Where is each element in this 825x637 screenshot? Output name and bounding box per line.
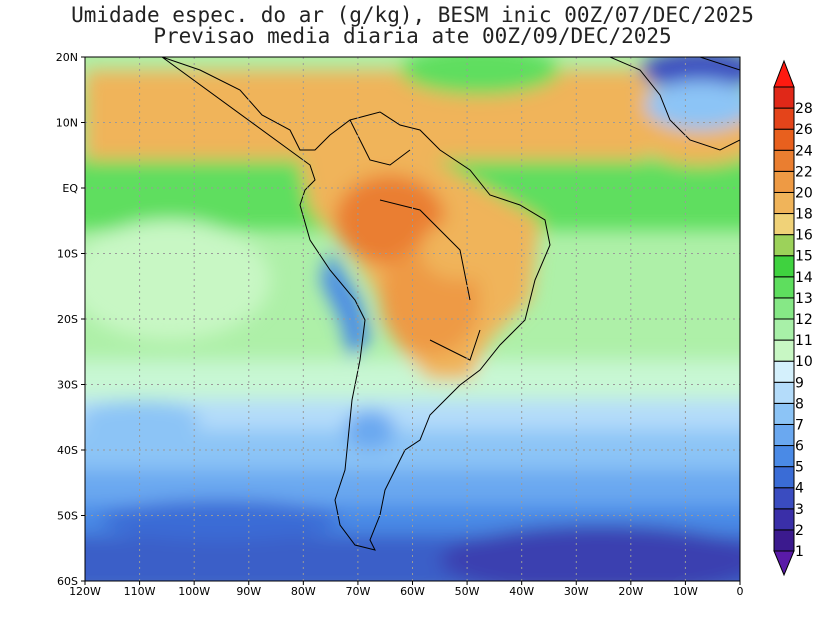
lon-label: 60W: [400, 585, 425, 598]
lon-label: 120W: [69, 585, 101, 598]
colorbar-label: 22: [795, 164, 813, 180]
colorbar-label: 5: [795, 460, 804, 476]
colorbar-swatch: [773, 170, 795, 193]
colorbar-label: 16: [795, 228, 813, 244]
colorbar-swatch: [773, 360, 795, 383]
colorbar-label: 11: [795, 333, 813, 349]
humidity-field: [85, 57, 740, 581]
lon-label: 110W: [124, 585, 156, 598]
lon-label: 90W: [236, 585, 261, 598]
colorbar-label: 6: [795, 439, 804, 455]
colorbar-swatch: [773, 107, 795, 130]
colorbar-label: 14: [795, 270, 813, 286]
colorbar-swatch: [773, 149, 795, 172]
longitude-axis: 120W 110W 100W 90W 80W 70W 60W 50W 40W 30W 20W 10W 0: [69, 581, 744, 598]
lat-label: 10S: [57, 248, 78, 261]
colorbar-swatch: [773, 234, 795, 257]
colorbar-label: 1: [795, 544, 804, 560]
colorbar-label: 3: [795, 502, 804, 518]
colorbar-swatch: [773, 86, 795, 109]
lon-label: 40W: [509, 585, 534, 598]
lat-label: EQ: [62, 182, 78, 195]
colorbar-swatch: [773, 487, 795, 510]
map-title-line2: Previsao media diaria ate 00Z/09/DEC/202…: [153, 24, 672, 48]
colorbar-swatch: [773, 213, 795, 236]
lon-label: 50W: [455, 585, 480, 598]
colorbar-swatch: [773, 423, 795, 447]
colorbar-over-arrow: [773, 59, 795, 88]
colorbar-label: 12: [795, 312, 813, 328]
lat-label: 40S: [57, 444, 78, 457]
lon-label: 70W: [345, 585, 370, 598]
colorbar-swatch: [773, 339, 795, 362]
colorbar-label: 20: [795, 185, 813, 201]
lat-label: 30S: [57, 379, 78, 392]
lat-label: 10N: [56, 117, 78, 130]
latitude-axis: 20N 10N EQ 10S 20S 30S 40S 50S 60S: [56, 51, 85, 588]
graticule: [85, 57, 740, 581]
colorbar-label: 2: [795, 523, 804, 539]
colorbar-swatch: [773, 128, 795, 151]
colorbar-label: 24: [795, 143, 813, 159]
colorbar-label: 15: [795, 249, 813, 265]
colorbar-swatch: [773, 508, 795, 531]
lat-label: 20S: [57, 313, 78, 326]
colorbar-swatch: [773, 191, 795, 215]
map-title-line1: Umidade espec. do ar (g/kg), BESM inic 0…: [71, 3, 754, 27]
colorbar-label: 4: [795, 481, 804, 497]
colorbar-swatch: [773, 276, 795, 299]
colorbar-label: 7: [795, 417, 804, 433]
colorbar-label: 18: [795, 207, 813, 223]
colorbar-label: 9: [795, 375, 804, 391]
colorbar-swatch: [773, 466, 795, 489]
colorbar-swatch: [773, 318, 795, 341]
colorbar-label: 28: [795, 101, 813, 117]
colorbar-label: 26: [795, 122, 813, 138]
colorbar-swatch: [773, 297, 795, 320]
lon-label: 80W: [291, 585, 316, 598]
colorbar-label: 8: [795, 396, 804, 412]
colorbar-swatch: [773, 381, 795, 404]
lon-label: 10W: [673, 585, 698, 598]
colorbar-swatch: [773, 402, 795, 425]
lon-label: 0: [737, 585, 744, 598]
colorbar-swatch: [773, 529, 795, 552]
lon-label: 30W: [564, 585, 589, 598]
colorbar-label: 13: [795, 291, 813, 307]
colorbar-swatch: [773, 445, 795, 468]
lat-label: 20N: [56, 51, 78, 64]
colorbar-under-arrow: [773, 550, 795, 577]
lon-label: 20W: [618, 585, 643, 598]
lat-label: 60S: [57, 575, 78, 588]
colorbar-label: 10: [795, 354, 813, 370]
lon-label: 100W: [178, 585, 210, 598]
coastlines: [161, 57, 740, 551]
colorbar-swatch: [773, 255, 795, 278]
lat-label: 50S: [57, 510, 78, 523]
